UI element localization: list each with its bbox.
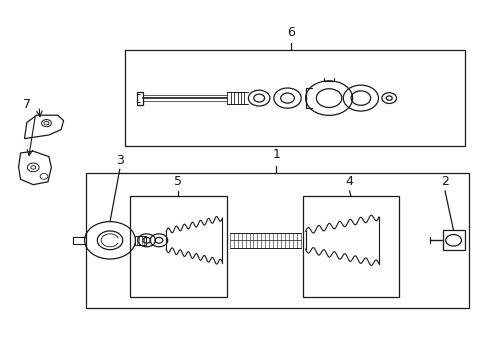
- Bar: [303, 196, 398, 297]
- Bar: [135, 236, 146, 245]
- Text: 3: 3: [116, 154, 123, 167]
- Bar: [129, 196, 227, 297]
- Text: 5: 5: [174, 175, 182, 188]
- Bar: [124, 50, 464, 146]
- Text: 2: 2: [440, 175, 448, 188]
- Text: 4: 4: [345, 175, 353, 188]
- Text: 1: 1: [272, 148, 280, 161]
- Bar: [137, 91, 142, 104]
- Text: 6: 6: [286, 26, 294, 39]
- Bar: [85, 173, 468, 308]
- Bar: [442, 230, 464, 250]
- Text: 7: 7: [23, 98, 31, 111]
